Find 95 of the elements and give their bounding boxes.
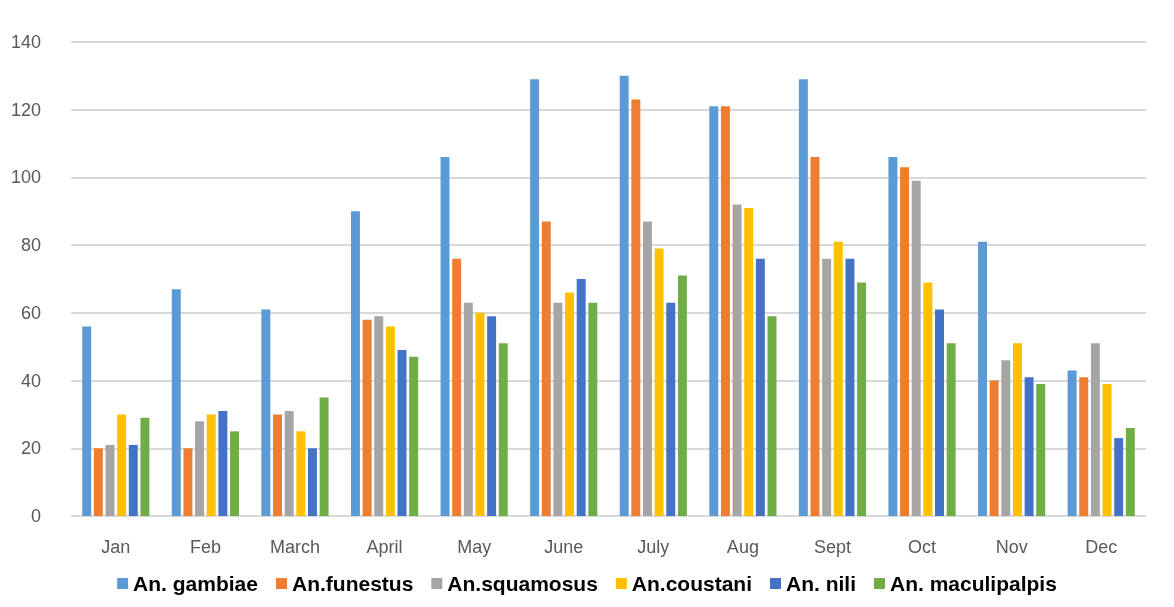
bar xyxy=(1079,377,1089,516)
bar xyxy=(374,316,384,516)
bar xyxy=(923,282,933,516)
bar xyxy=(1067,370,1077,516)
bar xyxy=(845,258,855,516)
y-tick-label: 60 xyxy=(21,302,42,323)
bar xyxy=(989,380,999,516)
bar xyxy=(1001,360,1011,516)
bar xyxy=(1114,438,1124,516)
bar xyxy=(553,302,563,516)
x-tick-label: April xyxy=(366,537,403,557)
x-tick-label: Jan xyxy=(101,537,131,557)
bar xyxy=(798,79,808,516)
bar xyxy=(409,356,419,516)
bar xyxy=(171,289,181,516)
x-tick-label: Dec xyxy=(1085,537,1118,557)
bar xyxy=(284,411,294,516)
bar xyxy=(946,343,956,516)
bar xyxy=(911,180,921,516)
bar xyxy=(362,319,372,516)
bar xyxy=(822,258,832,516)
bar xyxy=(588,302,598,516)
bar xyxy=(230,431,239,516)
y-tick-label: 120 xyxy=(10,99,42,120)
bar xyxy=(273,414,282,516)
x-tick-label: Oct xyxy=(908,537,937,557)
bar xyxy=(397,350,407,516)
legend-label: An. gambiae xyxy=(133,572,258,595)
bar xyxy=(307,448,317,516)
bar xyxy=(619,75,629,516)
bar xyxy=(1102,383,1112,516)
bar xyxy=(218,411,228,516)
y-tick-label: 20 xyxy=(21,438,42,459)
bar xyxy=(709,106,719,516)
legend-label: An. maculipalpis xyxy=(890,572,1057,595)
bar xyxy=(1090,343,1100,516)
bar xyxy=(475,312,485,516)
legend-label: An.coustani xyxy=(631,572,753,595)
bar xyxy=(833,241,843,516)
x-tick-label: Nov xyxy=(995,537,1028,557)
x-tick-label: June xyxy=(544,537,584,557)
bar xyxy=(82,326,92,516)
bar xyxy=(1012,343,1022,516)
legend-label: An.squamosus xyxy=(447,572,598,595)
bar xyxy=(319,397,329,516)
bar xyxy=(385,326,395,516)
bar xyxy=(487,316,497,516)
bar xyxy=(530,79,540,516)
bar xyxy=(128,444,138,516)
x-tick-label: Aug xyxy=(726,537,759,557)
legend-label: An.funestus xyxy=(291,572,414,595)
bar xyxy=(744,207,754,516)
bar xyxy=(541,221,551,516)
bar xyxy=(857,282,867,516)
bar xyxy=(732,204,742,516)
bar xyxy=(183,448,193,516)
y-tick-label: 100 xyxy=(10,167,42,188)
x-tick-label: Feb xyxy=(189,537,221,557)
bar xyxy=(206,414,216,516)
x-tick-label: July xyxy=(637,537,670,557)
x-tick-label: Sept xyxy=(813,537,851,557)
bar xyxy=(463,302,473,516)
y-tick-label: 40 xyxy=(21,370,42,391)
x-tick-label: March xyxy=(269,537,320,557)
y-tick-label: 140 xyxy=(10,32,42,52)
bar xyxy=(755,258,765,516)
bar xyxy=(195,421,205,516)
bar xyxy=(498,343,508,516)
bar xyxy=(720,106,730,516)
bar xyxy=(888,157,898,516)
bar xyxy=(643,221,652,516)
bar xyxy=(1125,427,1135,516)
bar xyxy=(677,275,687,516)
bar xyxy=(900,167,910,516)
y-tick-label: 80 xyxy=(21,235,42,256)
bar xyxy=(565,292,575,516)
bar xyxy=(296,431,306,516)
bar xyxy=(576,279,586,516)
bar xyxy=(1024,377,1034,516)
y-tick-label: 0 xyxy=(31,506,42,526)
bar xyxy=(935,309,944,516)
bar xyxy=(440,157,450,516)
x-tick-label: May xyxy=(457,537,492,557)
bar xyxy=(350,211,360,516)
bar xyxy=(452,258,462,516)
bar xyxy=(261,309,271,516)
bar xyxy=(1036,383,1046,516)
bar xyxy=(978,241,987,516)
bar xyxy=(654,248,664,516)
bar xyxy=(666,302,676,516)
bar xyxy=(140,417,150,516)
bar xyxy=(93,448,103,516)
bar xyxy=(117,414,127,516)
legend-label: An. nili xyxy=(786,572,857,595)
bar xyxy=(631,99,641,516)
